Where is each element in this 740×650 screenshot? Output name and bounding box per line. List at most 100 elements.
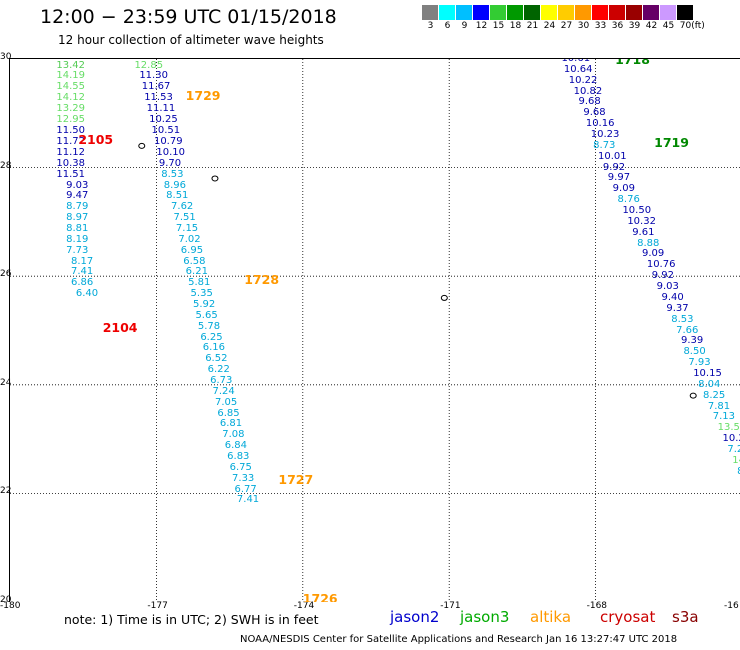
wave-height-value: 7.33: [232, 472, 255, 484]
wave-height-value: 10.15: [693, 367, 722, 379]
wave-height-value: 9.09: [612, 183, 635, 195]
wave-height-value: 9.37: [666, 302, 689, 314]
color-scale-swatch: [456, 5, 473, 20]
wave-height-value: 11.12: [56, 146, 85, 158]
wave-height-value: 6.95: [180, 244, 204, 256]
color-scale-label: 42: [645, 21, 658, 31]
wave-height-value: 5.81: [188, 277, 211, 289]
color-scale-label: 27: [560, 21, 573, 31]
wave-height-value: 9.39: [681, 335, 704, 347]
orbit-revolution-label: 1729: [185, 88, 221, 104]
map-plot[interactable]: 13.42 14.19 14.55 14.12 13.29 12.95 11.50 11.72…: [9, 58, 740, 602]
wave-height-value: 8.50: [683, 346, 706, 358]
color-scale-label: 15: [492, 21, 505, 31]
wave-height-value: 13.51: [717, 422, 740, 434]
wave-height-value: 9.47: [66, 190, 89, 202]
wave-height-value: 8.96: [163, 179, 186, 191]
x-tick-label: -177: [147, 601, 168, 611]
color-scale-swatch: [541, 5, 558, 20]
color-scale-swatch: [626, 5, 643, 20]
color-scale-swatch: [677, 5, 694, 20]
color-scale-label: 70: [679, 21, 692, 31]
orbit-revolution-label: 2104: [102, 319, 138, 335]
wave-height-value: 10.64: [563, 63, 593, 75]
island-outline: [138, 142, 146, 149]
wave-height-value: 8.53: [161, 168, 184, 180]
wave-height-value: 8.8: [737, 466, 740, 477]
wave-height-value: 8.79: [66, 201, 89, 213]
wave-height-value: 11.72: [56, 136, 85, 148]
wave-height-value: 8.17: [71, 255, 94, 267]
wave-height-value: 8.73: [593, 139, 616, 151]
wave-height-value: 9.70: [158, 157, 182, 169]
wave-height-value: 6.73: [210, 374, 233, 386]
wave-height-value: 6.77: [234, 483, 257, 495]
wave-height-value: 10.61: [561, 58, 591, 64]
wave-height-value: 6.16: [202, 342, 226, 354]
wave-height-value: 9.09: [641, 248, 665, 260]
color-scale-unit: (ft): [691, 21, 705, 31]
wave-height-value: 7.93: [688, 357, 711, 369]
color-scale-swatch: [422, 5, 439, 20]
orbit-revolution-label: 2105: [78, 131, 114, 147]
y-tick-label: 26: [0, 269, 12, 280]
color-scale-label: 21: [526, 21, 539, 31]
wave-height-value: 6.85: [217, 407, 240, 419]
orbit-revolution-label: 1726: [302, 591, 338, 602]
color-scale-swatch: [660, 5, 677, 20]
color-scale-swatch: [439, 5, 456, 20]
wave-height-value: 11.53: [144, 92, 173, 104]
wave-height-value: 7.24: [212, 385, 235, 397]
wave-height-value: 7.05: [214, 396, 238, 408]
wave-height-value: 14.55: [56, 81, 85, 93]
y-tick-label: 30: [0, 52, 12, 62]
wave-height-value: 6.25: [200, 331, 223, 343]
wave-height-value: 6.58: [183, 255, 206, 267]
wave-height-value: 7.73: [66, 244, 89, 256]
wave-height-value: 8.81: [66, 222, 89, 234]
wave-height-value: 11.30: [139, 70, 168, 82]
wave-height-value: 12.85: [134, 59, 164, 71]
wave-height-value: 6.21: [185, 266, 208, 278]
color-scale-labels: 3 6 9 12 15 18 21 24 27 30 33 36 39 42 45 70 (ft): [422, 20, 705, 34]
color-scale-label: 18: [509, 21, 522, 31]
wave-height-value: 8.53: [671, 313, 694, 325]
wave-height-value: 12.95: [56, 113, 85, 125]
wave-height-value: 6.84: [224, 440, 247, 452]
wave-height-value: 7.02: [178, 233, 201, 245]
color-scale-swatch: [524, 5, 541, 20]
wave-height-value: 6.86: [71, 277, 94, 289]
wave-height-value: 5.35: [190, 288, 213, 300]
wave-height-value: 10.16: [585, 118, 615, 130]
color-scale-swatch: [507, 5, 524, 20]
wave-height-value: 10.76: [646, 259, 676, 271]
x-tick-label: -168: [586, 601, 608, 611]
wave-height-value: 9.68: [578, 96, 601, 108]
wave-height-value: 6.40: [75, 288, 99, 300]
wave-height-value: 10.10: [156, 146, 186, 158]
wave-height-value: 14.19: [56, 70, 85, 82]
x-tick-label: -174: [293, 601, 315, 611]
wave-height-value: 8.04: [698, 378, 721, 390]
legend-entry: cryosat: [600, 608, 656, 626]
orbit-revolution-label: 1719: [654, 135, 689, 151]
color-scale-label: 36: [611, 21, 624, 31]
color-scale-label: 33: [594, 21, 607, 31]
wave-height-value: 10.50: [622, 205, 652, 217]
wave-height-value: 10.82: [573, 85, 603, 97]
wave-height-value: 9.40: [661, 291, 684, 303]
color-scale-swatch: [473, 5, 490, 20]
color-scale-label: 9: [461, 21, 468, 31]
wave-height-value: 8.76: [617, 194, 640, 206]
wave-height-value: 9.03: [656, 281, 679, 293]
wave-height-value: 6.81: [219, 418, 243, 430]
wave-height-value: 10.38: [56, 157, 85, 169]
wave-height-value: 9.68: [583, 107, 606, 119]
y-tick-label: 24: [0, 377, 12, 388]
footer-credit: NOAA/NESDIS Center for Satellite Applica…: [240, 634, 678, 645]
color-scale-swatch: [490, 5, 507, 20]
color-scale-swatch: [592, 5, 609, 20]
wave-height-value: 8.88: [637, 237, 660, 249]
orbit-revolution-label: 1728: [244, 271, 280, 287]
map-graticule: [10, 59, 740, 602]
